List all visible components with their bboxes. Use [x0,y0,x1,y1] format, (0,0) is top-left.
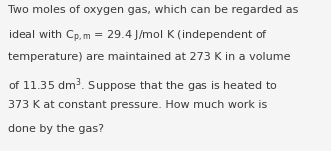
Text: done by the gas?: done by the gas? [8,124,104,134]
Text: temperature) are maintained at 273 K in a volume: temperature) are maintained at 273 K in … [8,52,291,62]
Text: 373 K at constant pressure. How much work is: 373 K at constant pressure. How much wor… [8,100,267,110]
Text: of 11.35 dm$^{\mathregular{3}}$. Suppose that the gas is heated to: of 11.35 dm$^{\mathregular{3}}$. Suppose… [8,76,278,95]
Text: ideal with C$_{\mathregular{p,m}}$ = 29.4 J/mol K (independent of: ideal with C$_{\mathregular{p,m}}$ = 29.… [8,28,268,45]
Text: Two moles of oxygen gas, which can be regarded as: Two moles of oxygen gas, which can be re… [8,5,299,14]
